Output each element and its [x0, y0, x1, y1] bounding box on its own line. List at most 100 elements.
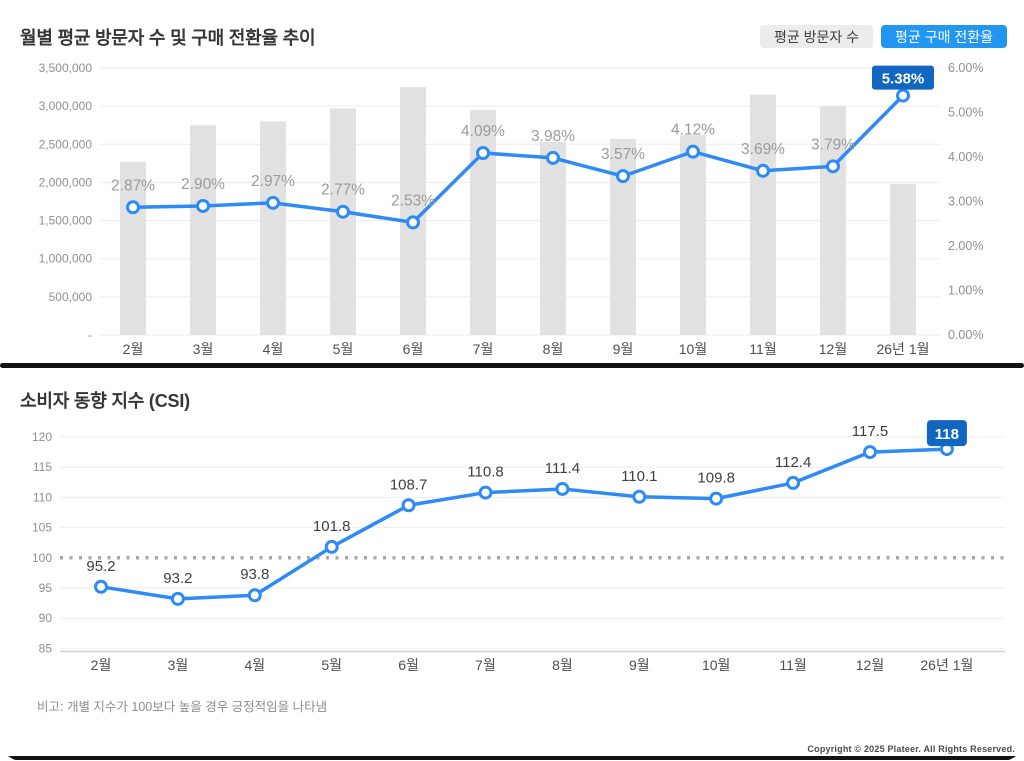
visitor-bar [610, 138, 636, 335]
x-axis-label: 5월 [333, 341, 354, 357]
conversion-point-label: 3.69% [741, 141, 785, 158]
conversion-point-label: 2.77% [321, 182, 365, 199]
csi-point-label: 117.5 [852, 423, 888, 440]
left-axis-tick: 1,000,000 [39, 252, 93, 266]
x-axis-label: 26년 1월 [920, 657, 973, 673]
right-axis-tick: 1.00% [948, 284, 983, 298]
csi-point [401, 498, 416, 513]
visitors-chart-legend: 평균 방문자 수 평균 구매 전환율 [759, 25, 1007, 48]
right-axis-tick: 2.00% [948, 239, 983, 253]
csi-point [555, 481, 570, 496]
visitor-bar [330, 108, 356, 335]
left-axis-tick: 2,000,000 [39, 175, 93, 189]
y-axis-tick: 90 [39, 611, 53, 625]
visitor-bar [680, 135, 706, 335]
conversion-point [756, 163, 770, 178]
visitors-conversion-chart: 3,500,000 3,000,000 2,500,000 2,000,000 1,50… [39, 61, 984, 357]
conversion-point [616, 169, 630, 184]
x-axis-label: 12월 [856, 657, 884, 673]
csi-point-label: 110.1 [621, 468, 657, 485]
csi-point-label: 93.8 [240, 566, 269, 583]
section-divider [0, 363, 1024, 368]
visitor-bar [120, 161, 146, 335]
csi-line [99, 447, 949, 601]
x-axis-label: 5월 [321, 657, 342, 673]
csi-point-label: 101.8 [313, 518, 351, 535]
x-axis-label: 3월 [193, 341, 214, 357]
conversion-point [896, 88, 910, 103]
csi-badge-label: 118 [935, 426, 959, 443]
left-axis-tick: 1,500,000 [39, 214, 93, 228]
x-axis-label: 7월 [475, 657, 496, 673]
y-axis-tick: 110 [33, 490, 52, 504]
y-axis-tick: 95 [39, 581, 53, 595]
csi-chart: 120 115 110 105 100 95 90 85 2월 3월 4월 5월 6월 7월 8월 9월 10월… [32, 420, 1005, 673]
legend-avg-visitors[interactable]: 평균 방문자 수 [759, 25, 874, 48]
visitor-bar [540, 141, 566, 335]
right-axis-tick: 3.00% [948, 195, 983, 209]
bottom-border [6, 756, 1018, 760]
csi-point [709, 491, 724, 506]
x-axis-label: 3월 [168, 657, 189, 673]
x-axis-label: 11월 [779, 657, 806, 673]
copyright-text: Copyright © 2025 Plateer. All Rights Res… [807, 744, 1015, 754]
csi-point-label: 109.8 [697, 470, 735, 487]
csi-point [170, 591, 185, 606]
x-axis-label: 4월 [263, 341, 284, 357]
y-axis-tick: 115 [33, 460, 52, 474]
conversion-point [826, 159, 840, 174]
x-axis-label: 10월 [679, 341, 707, 357]
right-axis-tick: 0.00% [948, 328, 983, 342]
visitor-bar [820, 106, 846, 336]
y-axis-tick: 85 [39, 641, 53, 655]
visitor-bar [400, 87, 426, 335]
x-axis-label: 2월 [91, 657, 112, 673]
y-axis-tick: 100 [32, 551, 52, 565]
conversion-callout-box [872, 65, 934, 90]
x-axis-label: 4월 [244, 657, 265, 673]
csi-point [94, 579, 108, 594]
csi-point-label: 95.2 [86, 558, 115, 575]
x-axis-label: 2월 [123, 341, 144, 357]
conversion-point [266, 195, 280, 210]
right-axis-tick: 6.00% [948, 61, 983, 75]
x-axis-label: 10월 [702, 657, 730, 673]
conversion-point-label: 2.53% [391, 192, 435, 209]
csi-note: 비고: 개별 지수가 100보다 높을 경우 긍정적임을 나타냄 [37, 700, 328, 714]
visitors-bars [120, 87, 916, 336]
csi-point [786, 475, 801, 490]
x-axis-label: 8월 [543, 341, 564, 357]
conversion-point-label: 3.57% [601, 146, 645, 163]
x-axis-label: 6월 [398, 657, 419, 673]
x-axis-label: 26년 1월 [876, 341, 929, 357]
csi-point [478, 485, 493, 500]
csi-point [863, 445, 877, 460]
visitor-bar [890, 183, 916, 335]
conversion-point [686, 144, 700, 159]
conversion-point-label: 2.97% [251, 173, 295, 190]
right-axis-tick: 4.00% [948, 150, 983, 164]
left-axis-tick: 500,000 [49, 290, 93, 304]
conversion-point [336, 204, 350, 219]
conversion-point [126, 200, 140, 215]
visitor-bar [190, 125, 216, 335]
x-axis-label: 8월 [552, 657, 573, 673]
csi-point-label: 93.2 [163, 570, 192, 587]
x-axis-label: 7월 [473, 341, 494, 357]
conversion-point-label: 2.87% [111, 177, 155, 194]
y-axis-tick: 105 [32, 521, 52, 535]
x-axis-label: 12월 [819, 341, 847, 357]
conversion-point-label: 4.12% [671, 122, 715, 139]
conversion-point-label: 2.90% [181, 176, 225, 193]
visitor-bar [260, 121, 286, 336]
visitors-chart-title: 월별 평균 방문자 수 및 구매 전환율 추이 [20, 28, 316, 48]
right-axis-tick: 5.00% [948, 106, 983, 120]
csi-badge-box [926, 420, 967, 447]
x-axis-label: 9월 [613, 341, 634, 357]
visitor-bar [750, 94, 776, 335]
legend-avg-conversion-rate[interactable]: 평균 구매 전환율 [881, 25, 1007, 48]
conversion-point [476, 145, 490, 160]
visitor-bar [470, 109, 496, 335]
left-axis-tick: 2,500,000 [39, 137, 93, 151]
